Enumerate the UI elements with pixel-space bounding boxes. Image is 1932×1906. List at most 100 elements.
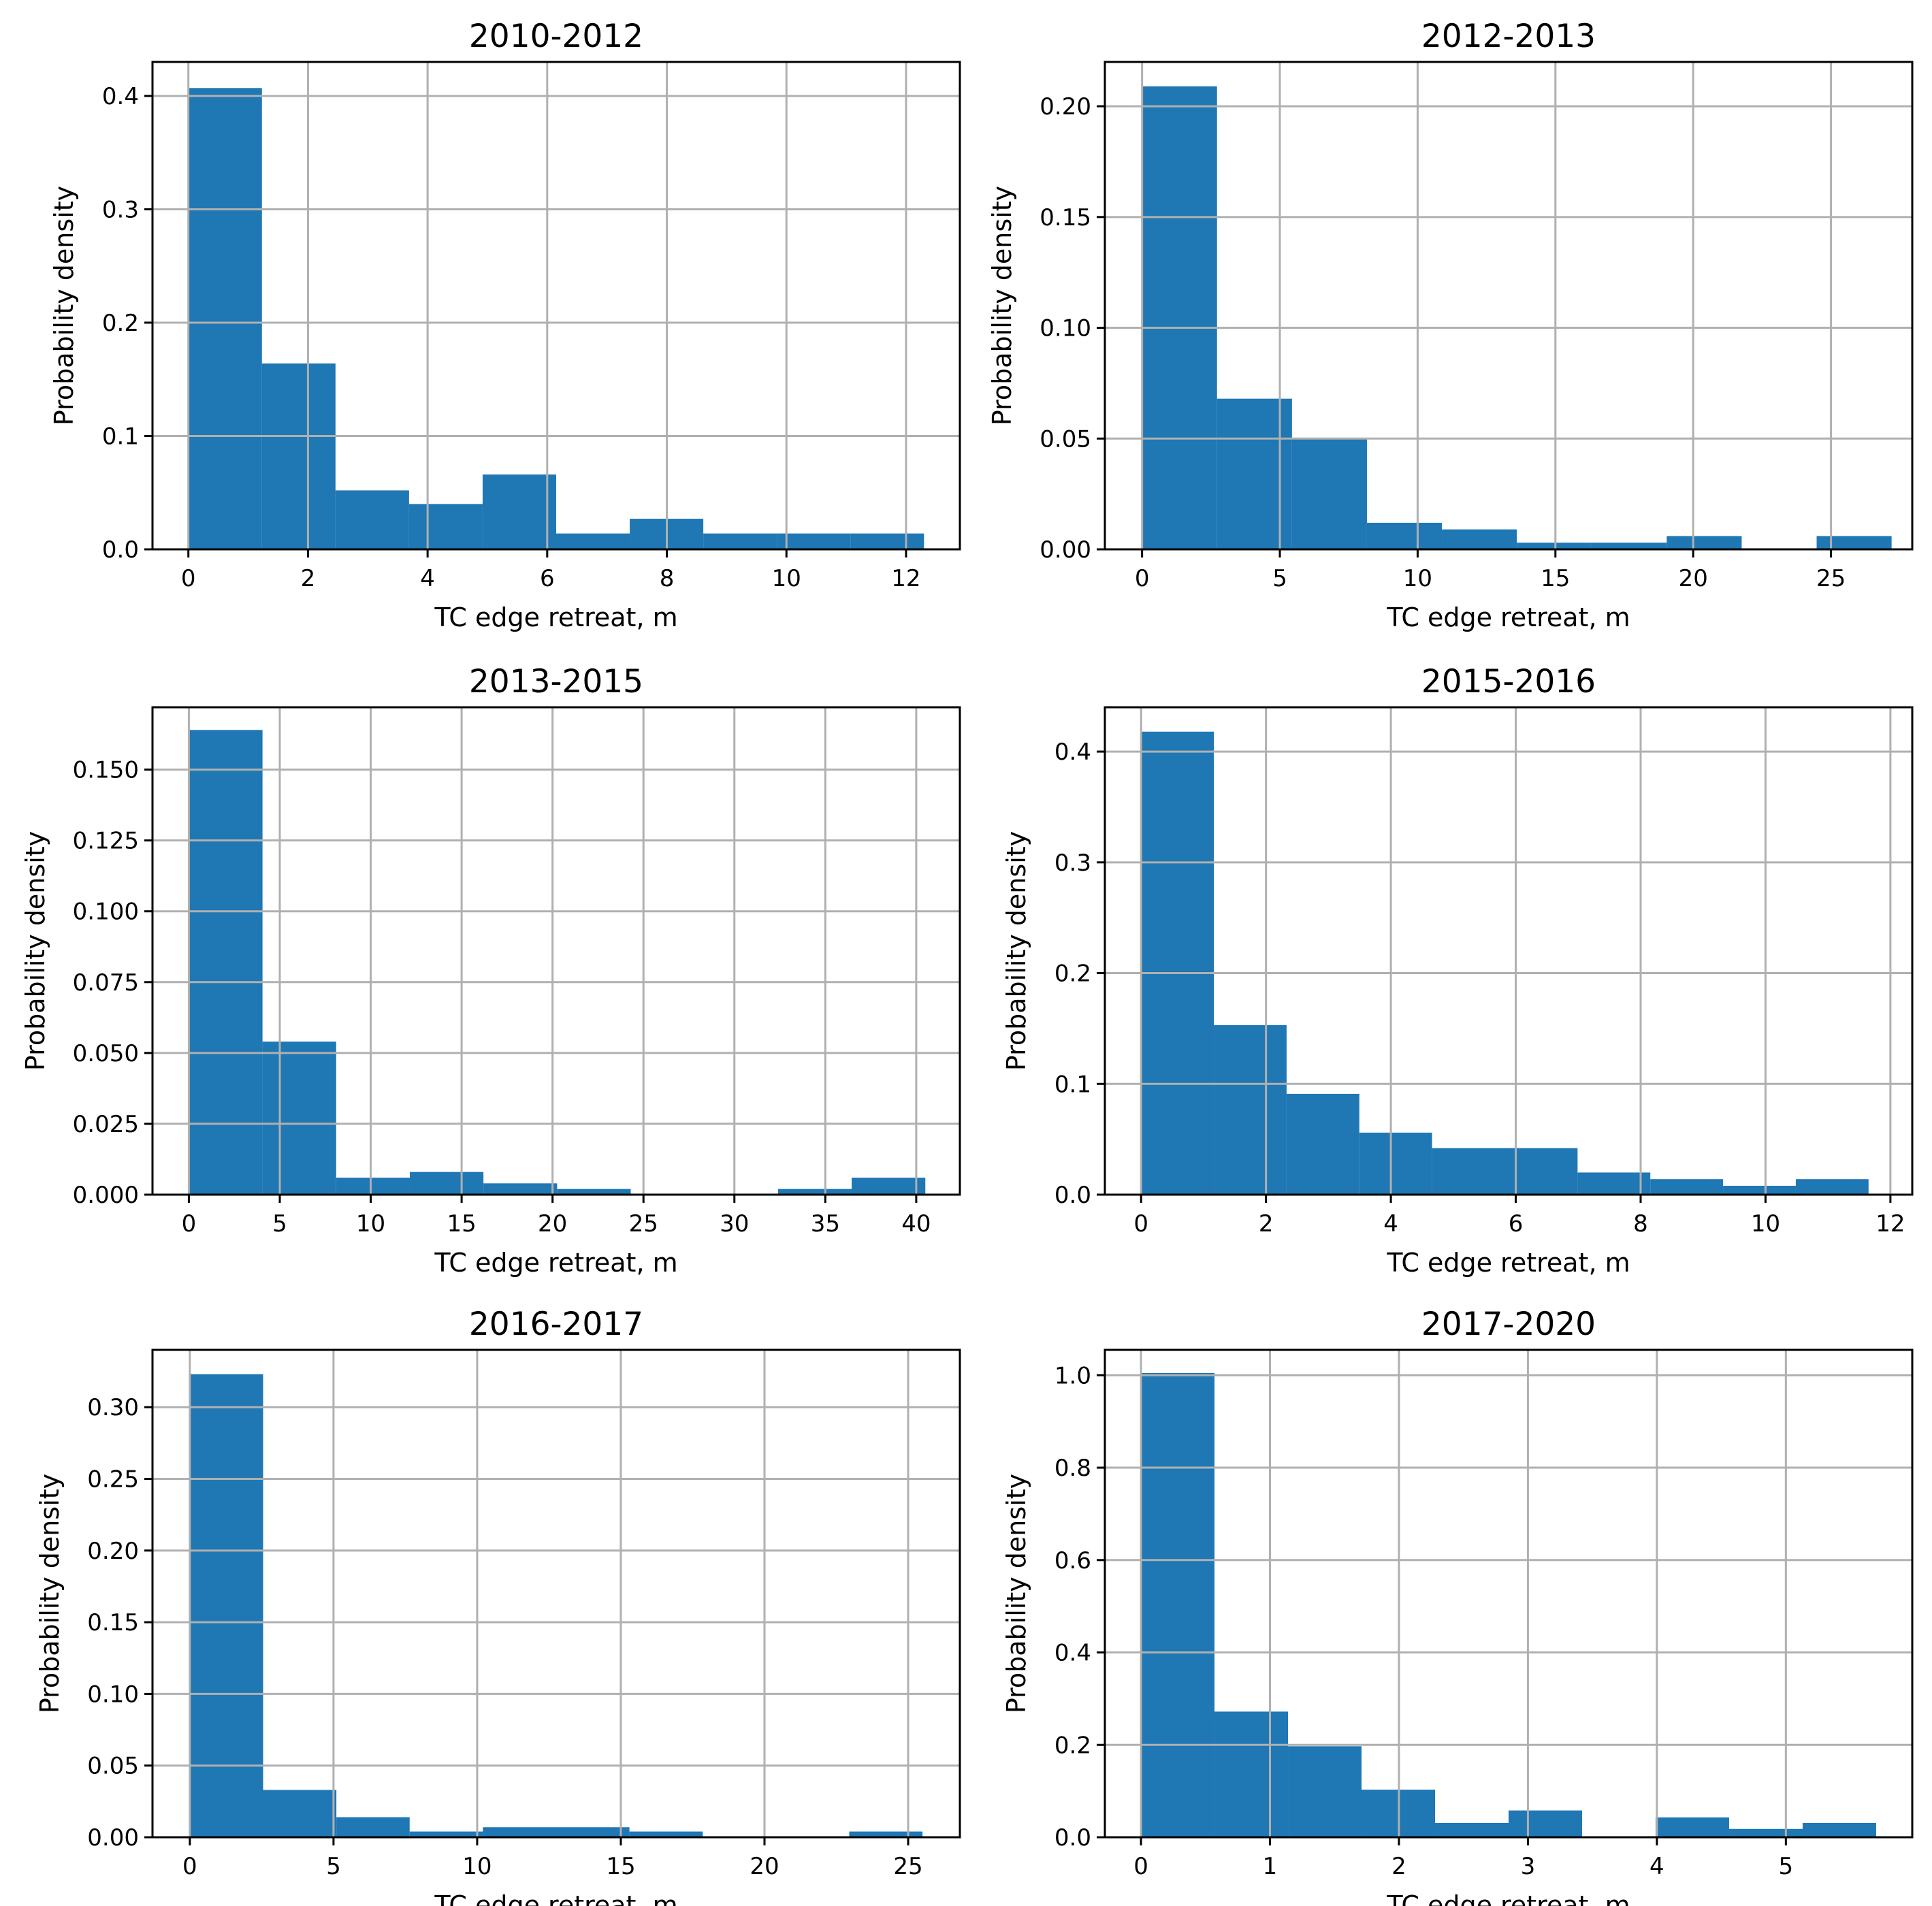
bars	[189, 1374, 923, 1837]
bars	[189, 730, 926, 1195]
y-tick-label: 0.0	[1054, 1824, 1091, 1852]
histogram-bar	[1504, 1148, 1578, 1195]
y-tick-label: 0.20	[87, 1538, 139, 1565]
y-axis-label: Probability density	[1001, 1474, 1031, 1713]
x-axis-label: TC edge retreat, m	[434, 1248, 677, 1278]
y-tick-label: 0.15	[1040, 204, 1091, 231]
histogram-bar	[483, 1183, 558, 1195]
histogram-panel-2013-2015: 0 5 10 15 20 25 30 35 40 0.000 0.025 0.050 0.075 0.10…	[20, 663, 961, 1278]
x-tick-label: 5	[1779, 1853, 1794, 1880]
y-tick-label: 1.0	[1054, 1362, 1091, 1389]
y-tick-label: 0.050	[73, 1040, 139, 1067]
histogram-bar	[336, 1178, 410, 1195]
y-tick-label: 0.125	[73, 828, 139, 855]
histogram-bar	[1517, 543, 1592, 549]
grid	[1105, 707, 1912, 1196]
histogram-bar	[777, 533, 851, 549]
x-tick-label: 10	[772, 565, 801, 592]
histogram-bar	[263, 1790, 337, 1837]
histogram-bar	[1141, 731, 1214, 1195]
histogram-bar	[556, 1827, 630, 1837]
histogram-bar	[1728, 1828, 1803, 1837]
x-tick-label: 35	[811, 1210, 840, 1238]
y-tick-label: 0.100	[73, 899, 139, 926]
y-tick-label: 0.3	[102, 196, 139, 223]
histogram-bar	[1650, 1179, 1724, 1195]
histogram-bar	[1286, 1093, 1359, 1195]
histogram-bar	[1655, 1817, 1729, 1837]
x-tick-label: 1	[1263, 1853, 1278, 1880]
x-tick-label: 2	[1391, 1853, 1406, 1880]
histogram-bar	[1359, 1132, 1432, 1195]
x-axis-label: TC edge retreat, m	[1386, 1248, 1630, 1278]
x-tick-label: 20	[1679, 565, 1708, 592]
y-tick-label: 0.000	[73, 1182, 139, 1209]
x-tick-label: 0	[182, 1853, 197, 1880]
histogram-bar	[482, 474, 556, 549]
x-tick-label: 25	[1816, 565, 1846, 592]
histogram-bar	[409, 1172, 484, 1195]
x-tick-label: 25	[893, 1853, 922, 1880]
histogram-bar	[1816, 536, 1892, 549]
histogram-bar	[703, 533, 777, 549]
bars	[1141, 731, 1869, 1195]
histogram-bar	[1509, 1810, 1582, 1837]
chart-title: 2016-2017	[469, 1306, 643, 1343]
x-tick-label: 12	[1875, 1210, 1905, 1238]
histogram-panel-2010-2012: 0 2 4 6 8 10 12 0.0 0.1 0.2 0.3 0.4 2010-2012 TC edge…	[49, 18, 961, 632]
x-tick-label: 15	[1541, 565, 1570, 592]
y-tick-label: 0.075	[73, 969, 139, 997]
x-tick-label: 10	[462, 1853, 492, 1880]
x-tick-label: 3	[1521, 1853, 1536, 1880]
x-tick-label: 15	[447, 1210, 476, 1238]
bars	[188, 88, 924, 549]
histogram-bar	[1214, 1025, 1287, 1195]
histogram-bar	[1432, 1148, 1505, 1195]
grid	[152, 707, 960, 1196]
histogram-bar	[1592, 543, 1667, 549]
x-axis-label: TC edge retreat, m	[434, 1890, 677, 1906]
axes-frame	[1104, 1348, 1914, 1839]
x-tick-label: 20	[538, 1210, 567, 1238]
x-tick-label: 5	[1272, 565, 1287, 592]
histogram-bar	[629, 1831, 703, 1837]
y-tick-label: 0.05	[1040, 425, 1091, 453]
histogram-panel-2016-2017: 0 5 10 15 20 25 0.00 0.05 0.10 0.15 0.20 0.25 0.30 20…	[35, 1306, 961, 1906]
y-tick-label: 0.1	[102, 423, 139, 450]
x-tick-label: 0	[1135, 565, 1150, 592]
y-tick-label: 0.05	[87, 1753, 139, 1780]
chart-title: 2010-2012	[469, 18, 643, 55]
y-axis-label: Probability density	[20, 831, 50, 1071]
y-tick-label: 0.0	[102, 536, 139, 564]
histogram-bar	[1723, 1185, 1796, 1195]
histogram-bar	[1291, 438, 1367, 549]
histogram-bar	[1442, 529, 1517, 549]
x-tick-label: 25	[629, 1210, 658, 1238]
y-tick-label: 0.25	[87, 1466, 139, 1493]
y-tick-label: 0.15	[87, 1609, 139, 1636]
x-tick-label: 4	[1649, 1853, 1664, 1880]
x-tick-label: 30	[720, 1210, 749, 1238]
bars	[1141, 1372, 1876, 1837]
x-tick-label: 10	[1403, 565, 1432, 592]
histogram-bar	[1435, 1822, 1509, 1837]
x-tick-label: 5	[272, 1210, 287, 1238]
histogram-bar	[261, 363, 336, 549]
histogram-bar	[1795, 1179, 1869, 1195]
chart-title: 2017-2020	[1421, 1306, 1596, 1343]
x-tick-label: 4	[420, 565, 435, 592]
x-tick-label: 0	[182, 1210, 197, 1238]
histogram-bar	[777, 1189, 852, 1195]
y-axis-label: Probability density	[35, 1474, 65, 1713]
chart-title: 2012-2013	[1421, 18, 1596, 55]
y-tick-label: 0.30	[87, 1394, 139, 1421]
y-axis-label: Probability density	[49, 186, 79, 425]
histogram-bar	[1288, 1746, 1362, 1837]
y-tick-label: 0.2	[102, 310, 139, 337]
y-tick-label: 0.150	[73, 757, 139, 784]
histogram-bar	[852, 1178, 926, 1195]
axes-frame	[151, 706, 961, 1196]
x-tick-label: 8	[660, 565, 675, 592]
y-tick-label: 0.0	[1054, 1182, 1091, 1209]
x-tick-label: 8	[1633, 1210, 1648, 1238]
